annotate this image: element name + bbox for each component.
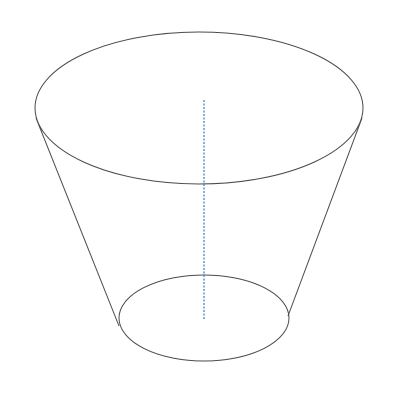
top-base-ellipse [34,31,364,185]
right-slant-edge [287,117,363,317]
left-slant-edge [35,117,120,327]
